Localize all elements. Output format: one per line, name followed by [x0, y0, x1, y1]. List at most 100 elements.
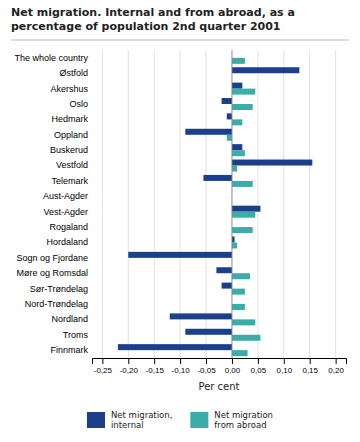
- x-tick-label: -0,25: [94, 366, 113, 375]
- grid-line: [283, 50, 284, 358]
- chart: Net migration. Internal and from abroad,…: [0, 0, 360, 442]
- x-tick: 0,00: [225, 358, 241, 375]
- y-tick-label: Nordland: [51, 314, 88, 324]
- bars: [118, 58, 312, 356]
- bar: [232, 119, 242, 125]
- x-tick-mark: [206, 358, 207, 364]
- y-tick: The whole country: [14, 53, 88, 63]
- bar: [232, 150, 245, 156]
- y-tick: Nordland: [51, 314, 88, 324]
- y-tick-label: Buskerud: [50, 145, 88, 155]
- grid-line: [231, 50, 232, 358]
- bar: [232, 242, 237, 248]
- legend: Net migration,internal Net migrationfrom …: [87, 410, 273, 430]
- y-tick: Sogn og Fjordane: [16, 253, 88, 263]
- bar: [118, 344, 232, 350]
- x-tick: -0,15: [146, 358, 165, 375]
- bar: [232, 350, 248, 356]
- y-tick-label: Vestfold: [56, 160, 88, 170]
- legend-item: Net migrationfrom abroad: [190, 410, 273, 430]
- bar: [203, 175, 232, 181]
- y-tick: Østfold: [59, 68, 88, 78]
- bar: [185, 329, 232, 335]
- bar: [222, 283, 232, 289]
- y-tick-label: Oslo: [69, 99, 88, 109]
- bar: [232, 104, 253, 110]
- legend-label: Net migration,internal: [111, 410, 172, 430]
- bar: [232, 83, 242, 89]
- y-tick-label: Sør-Trøndelag: [30, 283, 88, 293]
- bar: [170, 313, 232, 319]
- x-tick: 0,20: [328, 358, 344, 375]
- x-axis-line: [93, 359, 347, 365]
- y-tick-label: Troms: [63, 330, 89, 340]
- grid-line: [180, 50, 181, 358]
- x-tick-label: 0,00: [225, 366, 241, 375]
- x-tick-label: -0,10: [172, 366, 191, 375]
- bar: [232, 181, 253, 187]
- legend-label: Net migrationfrom abroad: [214, 410, 273, 430]
- y-tick-label: Sogn og Fjordane: [16, 253, 88, 263]
- bar: [227, 113, 232, 119]
- x-tick-mark: [128, 358, 129, 364]
- x-tick-label: -0,05: [197, 366, 216, 375]
- y-tick: Vest-Agder: [43, 207, 88, 217]
- bar: [232, 89, 255, 95]
- grid-line: [257, 50, 258, 358]
- bar: [232, 289, 245, 295]
- y-tick-label: Hordaland: [46, 237, 88, 247]
- y-tick-label: Aust-Agder: [43, 191, 88, 201]
- x-tick-mark: [336, 358, 337, 364]
- bar: [227, 135, 232, 141]
- bar: [232, 273, 250, 279]
- grid-line: [206, 50, 207, 358]
- y-tick: Hedmark: [51, 114, 88, 124]
- x-tick-mark: [284, 358, 285, 364]
- grid-line: [128, 50, 129, 358]
- grid: [102, 50, 335, 358]
- bar: [232, 206, 261, 212]
- x-tick-label: 0,10: [277, 366, 293, 375]
- y-tick: Rogaland: [49, 222, 88, 232]
- y-tick-label: Hedmark: [51, 114, 88, 124]
- x-tick-mark: [102, 358, 103, 364]
- legend-swatch: [87, 412, 105, 428]
- title-rule: [11, 40, 349, 41]
- x-tick-mark: [154, 358, 155, 364]
- x-tick-mark: [180, 358, 181, 364]
- x-tick: -0,25: [94, 358, 113, 375]
- x-axis: -0,25 -0,20 -0,15 -0,10 -0,05 0,00 0,05 0,10 0,1…: [93, 358, 347, 375]
- x-tick-mark: [232, 358, 233, 364]
- y-tick-label: The whole country: [14, 53, 88, 63]
- zero-line: [231, 50, 232, 358]
- y-tick-label: Oppland: [54, 130, 88, 140]
- bar: [232, 144, 242, 150]
- x-tick: -0,10: [172, 358, 191, 375]
- bar: [185, 129, 232, 135]
- bar: [216, 267, 232, 273]
- x-axis-title: Per cent: [198, 381, 239, 392]
- y-tick: Hordaland: [46, 237, 88, 247]
- x-tick: 0,15: [302, 358, 318, 375]
- grid-line: [154, 50, 155, 358]
- bar: [232, 67, 299, 73]
- y-tick: Troms: [63, 330, 89, 340]
- grid-line: [335, 50, 336, 358]
- x-tick-label: -0,20: [120, 366, 139, 375]
- y-tick-label: Nord-Trøndelag: [25, 299, 88, 309]
- legend-item: Net migration,internal: [87, 410, 172, 430]
- y-tick-label: Møre og Romsdal: [16, 268, 88, 278]
- y-tick: Telemark: [51, 176, 88, 186]
- x-tick-mark: [310, 358, 311, 364]
- x-tick: 0,05: [251, 358, 267, 375]
- y-tick: Møre og Romsdal: [16, 268, 88, 278]
- grid-line: [309, 50, 310, 358]
- bar: [232, 166, 237, 172]
- y-tick-label: Vest-Agder: [43, 207, 88, 217]
- grid-line: [102, 50, 103, 358]
- y-axis: The whole countryØstfoldAkershusOsloHedm…: [14, 53, 88, 355]
- y-tick: Oppland: [54, 130, 88, 140]
- y-tick-label: Østfold: [59, 68, 88, 78]
- bar: [232, 319, 255, 325]
- x-tick: -0,20: [120, 358, 139, 375]
